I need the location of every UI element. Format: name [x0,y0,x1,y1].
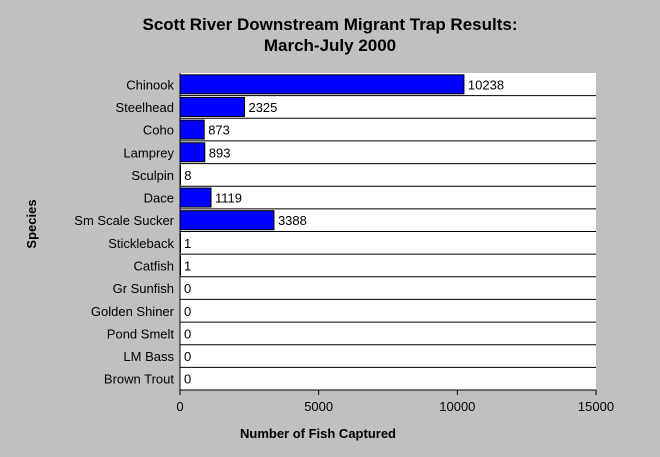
grid-layer [179,73,596,391]
chart-title-line-2: March-July 2000 [263,36,397,55]
category-labels: Chinook Steelhead Coho Lamprey Sculpin Dace Sm… [74,77,174,386]
data-label: 0 [184,349,191,364]
data-label: 0 [184,304,191,319]
data-label: 0 [184,281,191,296]
x-tick-label: 15000 [578,399,614,414]
data-label: 0 [184,372,191,387]
bar-coho [179,119,205,140]
category-label: Coho [143,123,174,138]
bar-catfish [179,255,181,276]
data-label: 1119 [215,191,242,206]
category-label: LM Bass [123,349,174,364]
category-label: Gr Sunfish [113,281,174,296]
x-tick-label: 0 [176,399,183,414]
x-axis-label: Number of Fish Captured [240,426,396,441]
data-label: 3388 [278,213,307,228]
chart-title-line-1: Scott River Downstream Migrant Trap Resu… [142,15,518,34]
category-label: Lamprey [123,145,174,160]
bar-sculpin [179,164,181,185]
category-label: Stickleback [108,236,174,251]
category-label: Golden Shiner [91,304,175,319]
chart-title: Scott River Downstream Migrant Trap Resu… [0,14,660,56]
bar-steelhead [179,96,245,117]
x-tick-label: 5000 [304,399,333,414]
bar-dace [179,187,212,208]
category-label: Brown Trout [104,372,174,387]
data-label: 8 [184,168,191,183]
data-label: 0 [184,326,191,341]
data-label: 873 [208,123,230,138]
bar-sm-scale-sucker [179,210,275,231]
x-tick-label: 10000 [439,399,475,414]
data-label: 10238 [468,77,504,92]
bar-chinook [179,74,465,95]
bar-lamprey [179,142,206,163]
data-label: 893 [209,145,231,160]
category-label: Steelhead [115,100,174,115]
category-label: Sculpin [131,168,174,183]
category-label: Sm Scale Sucker [74,213,174,228]
category-label: Catfish [134,258,174,273]
x-ticks: 0 5000 10000 15000 [176,390,614,414]
y-axis-label: Species [24,199,39,248]
bar-stickleback [179,232,181,253]
category-label: Dace [144,191,174,206]
data-label: 2325 [248,100,277,115]
data-label: 1 [184,236,191,251]
data-label: 1 [184,258,191,273]
bars-layer: 10238 2325 873 893 8 1119 3388 1 1 0 0 0 0 0 [179,74,504,387]
category-label: Pond Smelt [107,326,175,341]
category-label: Chinook [126,77,174,92]
